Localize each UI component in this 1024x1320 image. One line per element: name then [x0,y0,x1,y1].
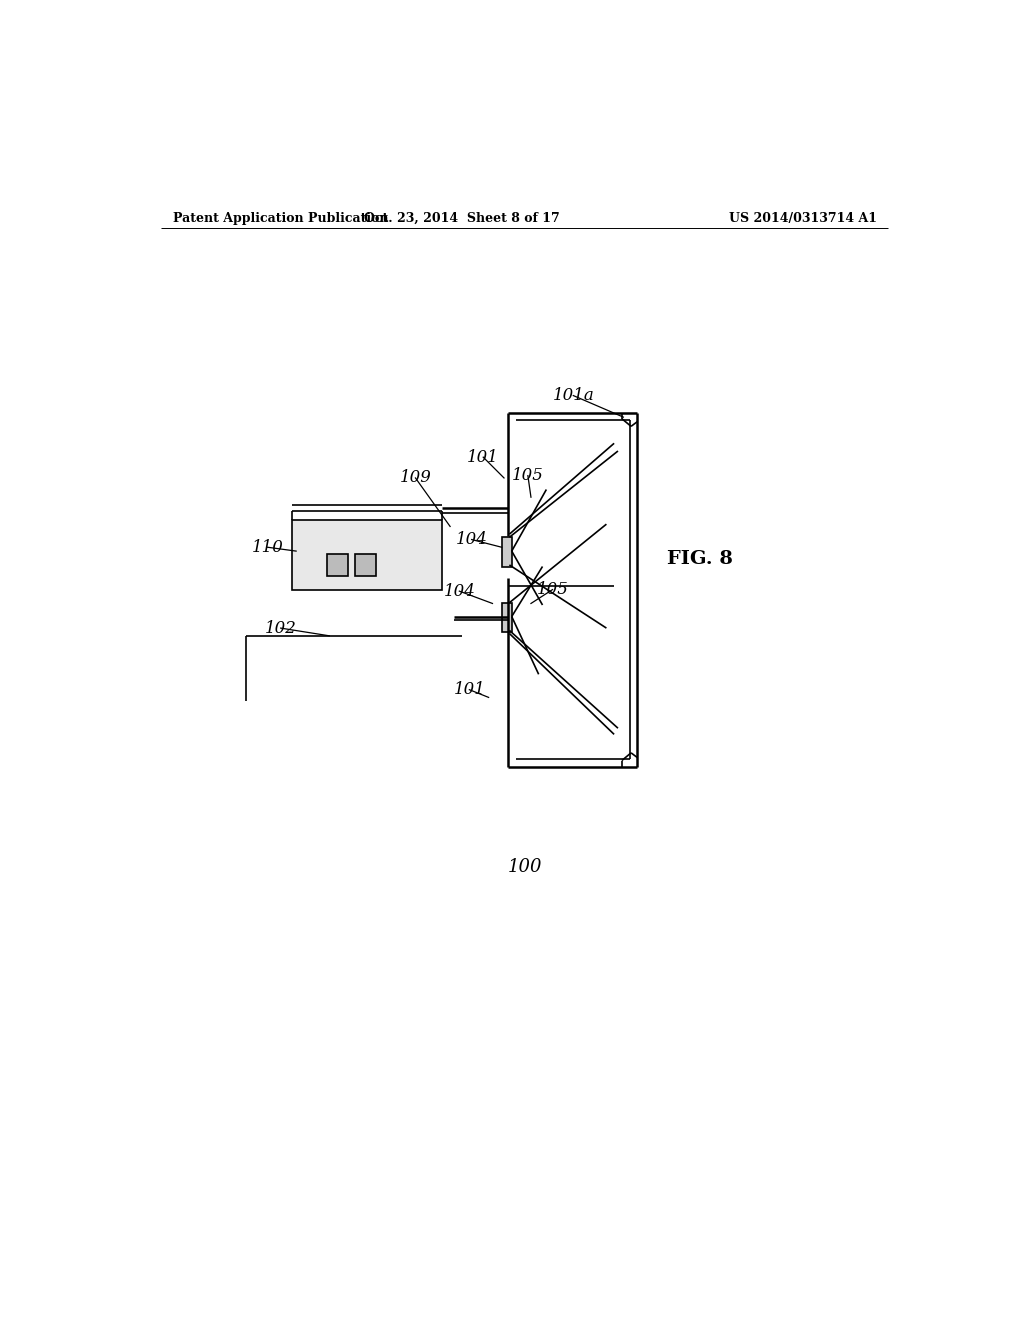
Text: 109: 109 [399,470,431,487]
Text: 100: 100 [508,858,542,875]
Bar [354,554,376,576]
Text: 105: 105 [537,581,568,598]
Text: 102: 102 [265,619,297,636]
Bar [327,554,348,576]
Text: 105: 105 [512,467,544,484]
Text: 110: 110 [252,539,284,556]
Text: Patent Application Publication: Patent Application Publication [173,213,388,224]
Text: 101: 101 [467,449,499,466]
Text: 104: 104 [456,531,487,548]
Text: 101: 101 [454,681,485,698]
Bar [503,603,512,632]
Text: FIG. 8: FIG. 8 [668,550,733,568]
Bar [292,520,442,590]
Bar [503,537,512,566]
Text: Oct. 23, 2014  Sheet 8 of 17: Oct. 23, 2014 Sheet 8 of 17 [364,213,559,224]
Text: 101a: 101a [552,387,594,404]
Text: 104: 104 [443,582,475,599]
Text: US 2014/0313714 A1: US 2014/0313714 A1 [729,213,878,224]
